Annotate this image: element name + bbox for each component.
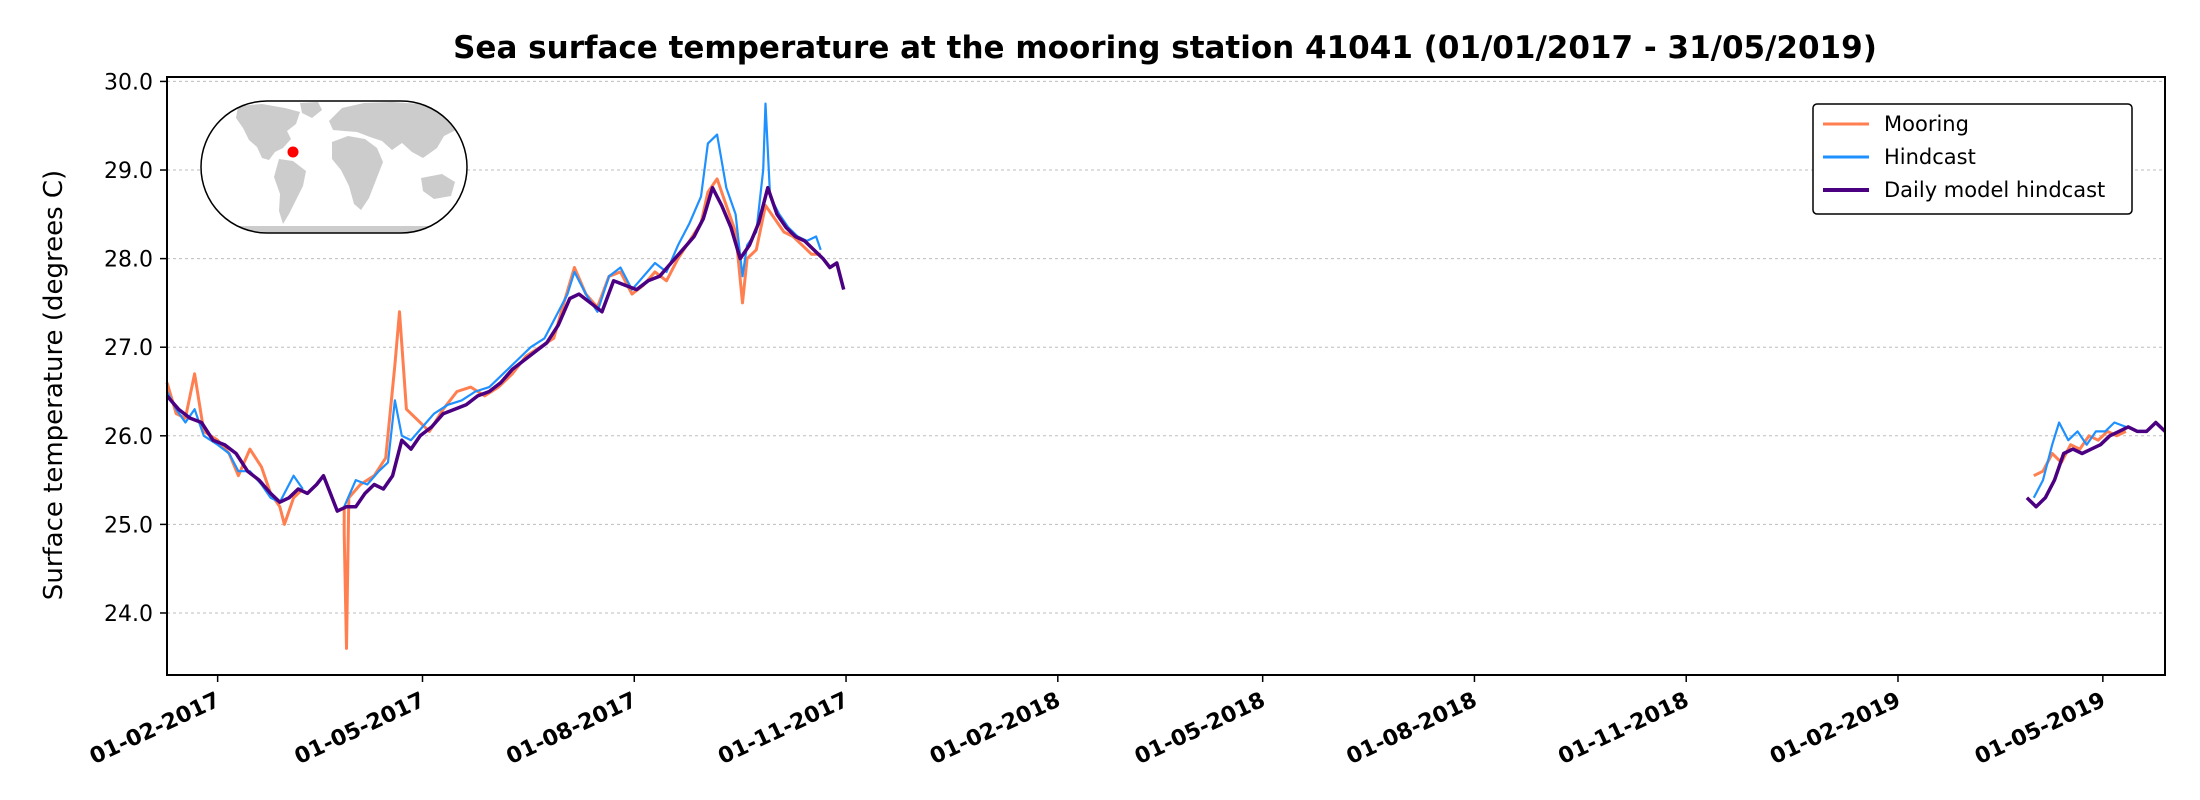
inset-map-border <box>200 100 468 234</box>
series-line <box>343 102 822 508</box>
series-daily-model-hindcast <box>165 185 2167 513</box>
chart-title: Sea surface temperature at the mooring s… <box>453 30 1877 66</box>
series-line <box>165 372 304 526</box>
eurasia-shape <box>329 102 461 158</box>
series-line <box>2032 421 2127 499</box>
grid-lines <box>167 80 2165 614</box>
x-tick-label: 01-02-2017 <box>86 688 224 770</box>
y-tick-label: 25.0 <box>104 513 153 538</box>
greenland-shape <box>300 102 322 118</box>
y-axis-label: Surface temperature (degrees C) <box>39 170 69 600</box>
plot-frame <box>166 76 2166 676</box>
y-tick-label: 27.0 <box>104 336 153 361</box>
australia-shape <box>421 174 455 199</box>
station-marker-icon <box>287 146 299 158</box>
x-tick-label: 01-05-2019 <box>1971 688 2109 770</box>
legend-label-hindcast: Hindcast <box>1884 145 1976 169</box>
africa-shape <box>332 136 383 210</box>
x-tick-label: 01-02-2018 <box>926 688 1064 770</box>
series-layer <box>165 102 2167 650</box>
x-tick-label: 01-08-2017 <box>503 688 641 770</box>
y-tick-label: 26.0 <box>104 425 153 450</box>
x-tick-label: 01-02-2019 <box>1766 688 1904 770</box>
x-tick-label: 01-05-2018 <box>1131 688 1269 770</box>
series-line <box>342 177 821 650</box>
inset-map-land <box>205 102 467 233</box>
series-line <box>165 185 846 513</box>
legend-label-daily-model-hindcast: Daily model hindcast <box>1884 178 2105 202</box>
legend-label-mooring: Mooring <box>1884 112 1969 136</box>
series-mooring <box>165 177 2127 650</box>
y-tick-label: 29.0 <box>104 159 153 184</box>
x-tick-label: 01-08-2018 <box>1343 688 1481 770</box>
y-tick-label: 24.0 <box>104 602 153 627</box>
antarctica-shape <box>205 226 467 233</box>
inset-world-map <box>200 100 468 234</box>
x-axis: 01-02-2017 01-05-2017 01-08-2017 01-11-2017… <box>86 675 2109 770</box>
y-tick-label: 28.0 <box>104 248 153 273</box>
south-america-shape <box>274 159 306 224</box>
north-america-shape <box>236 104 300 160</box>
x-tick-label: 01-11-2017 <box>714 688 852 770</box>
legend-box <box>1812 103 2133 215</box>
x-tick-label: 01-05-2017 <box>291 688 429 770</box>
y-tick-label: 30.0 <box>104 70 153 95</box>
series-line <box>2025 420 2167 509</box>
x-tick-label: 01-11-2018 <box>1555 688 1693 770</box>
legend: Mooring Hindcast Daily model hindcast <box>1812 103 2133 215</box>
y-axis: 24.0 25.0 26.0 27.0 28.0 29.0 30.0 <box>104 70 167 627</box>
